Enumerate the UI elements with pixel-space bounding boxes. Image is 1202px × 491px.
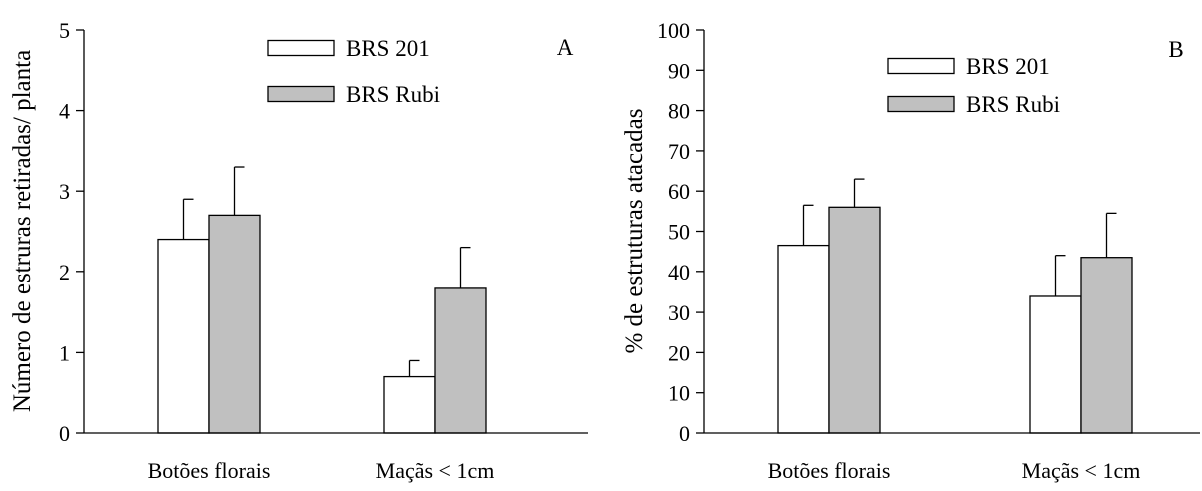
legend-swatch-brs201 [267,39,335,57]
chart-panel-a: Botões florais Maçãs < 1cm 0 1 2 3 4 5 Número de… [9,18,588,483]
bar-brsrubi-0 [828,206,881,434]
bar-brs201-1 [1029,295,1082,434]
legend-swatch-brsrubi [887,95,955,113]
y-tick-label: 50 [668,220,690,245]
legend-label-brs201: BRS 201 [966,54,1050,79]
bar-brsrubi-1 [1080,257,1133,434]
y-tick-label: 100 [657,18,690,43]
legend-swatch-brs201 [887,57,955,75]
y-tick-label: 40 [668,260,690,285]
legend-label-brsrubi: BRS Rubi [346,82,440,107]
panel-label: B [1168,37,1183,62]
chart-panel-b: Botões florais Maçãs < 1cm 0 10 20 30 40 50 60 70… [621,18,1200,483]
y-tick-label: 3 [59,179,70,204]
y-tick-label: 5 [59,18,70,43]
x-tick-label: Botões florais [148,458,271,483]
y-tick-label: 4 [59,99,70,124]
y-tick-label: 1 [59,340,70,365]
y-axis-title: % de estruturas atacadas [621,108,648,353]
y-tick-label: 20 [668,340,690,365]
x-tick-label: Botões florais [768,458,891,483]
y-tick-label: 60 [668,179,690,204]
y-tick-label: 30 [668,300,690,325]
y-axis-title: Número de estruras retiradas/ planta [9,50,36,412]
x-tick-label: Maçãs < 1cm [1022,458,1141,483]
y-tick-label: 10 [668,381,690,406]
y-tick-label: 90 [668,58,690,83]
y-tick-label: 70 [668,139,690,164]
y-tick-label: 0 [679,421,690,446]
y-tick-label: 80 [668,99,690,124]
bar-brsrubi-0 [208,214,261,434]
bar-brs201-1 [383,375,436,434]
legend-label-brsrubi: BRS Rubi [966,92,1060,117]
bar-brs201-0 [777,244,830,434]
legend-swatch-brsrubi [267,85,335,103]
bar-brsrubi-1 [434,287,487,434]
legend-label-brs201: BRS 201 [346,36,430,61]
y-tick-label: 0 [59,421,70,446]
bar-brs201-0 [157,238,210,434]
panel-label: A [557,35,574,60]
y-tick-label: 2 [59,260,70,285]
x-tick-label: Maçãs < 1cm [376,458,495,483]
